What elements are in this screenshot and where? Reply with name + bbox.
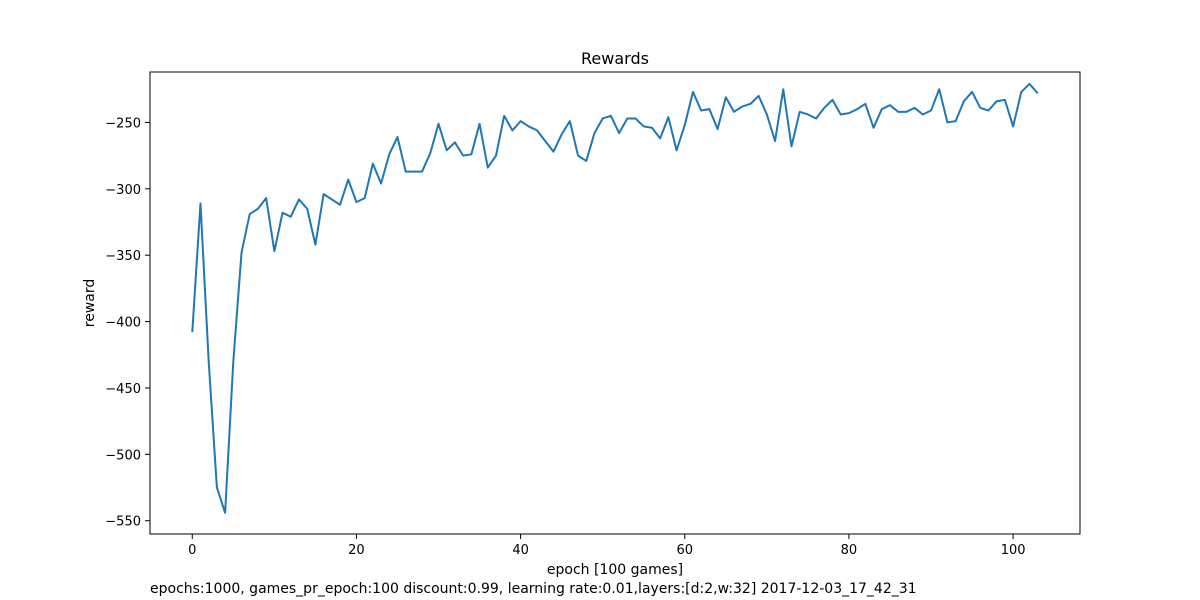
chart-title: Rewards <box>581 49 649 68</box>
y-tick-label: −500 <box>105 448 141 463</box>
x-tick-label: 80 <box>841 543 858 558</box>
x-tick-label: 0 <box>188 543 196 558</box>
data-points <box>191 83 1038 514</box>
y-tick-label: −450 <box>105 382 141 397</box>
x-tick-label: 60 <box>676 543 693 558</box>
y-tick-label: −550 <box>105 515 141 530</box>
y-tick-label: −400 <box>105 316 141 331</box>
axes-frame <box>149 71 1081 535</box>
x-tick-label: 40 <box>512 543 529 558</box>
x-axis-label: epoch [100 games] <box>547 562 683 578</box>
reward-series-line <box>191 82 1039 514</box>
x-axis-ticks: 0 20 40 60 80 100 <box>188 534 1026 558</box>
y-axis-label: reward <box>82 279 98 328</box>
y-tick-label: −350 <box>105 249 141 264</box>
y-axis-ticks: −550 −500 −450 −400 −350 −300 −250 <box>105 116 150 530</box>
run-parameters-caption: epochs:1000, games_pr_epoch:100 discount… <box>150 581 917 597</box>
y-tick-label: −300 <box>105 183 141 198</box>
x-tick-label: 100 <box>1001 543 1026 558</box>
y-tick-label: −250 <box>105 116 141 131</box>
x-tick-label: 20 <box>348 543 365 558</box>
